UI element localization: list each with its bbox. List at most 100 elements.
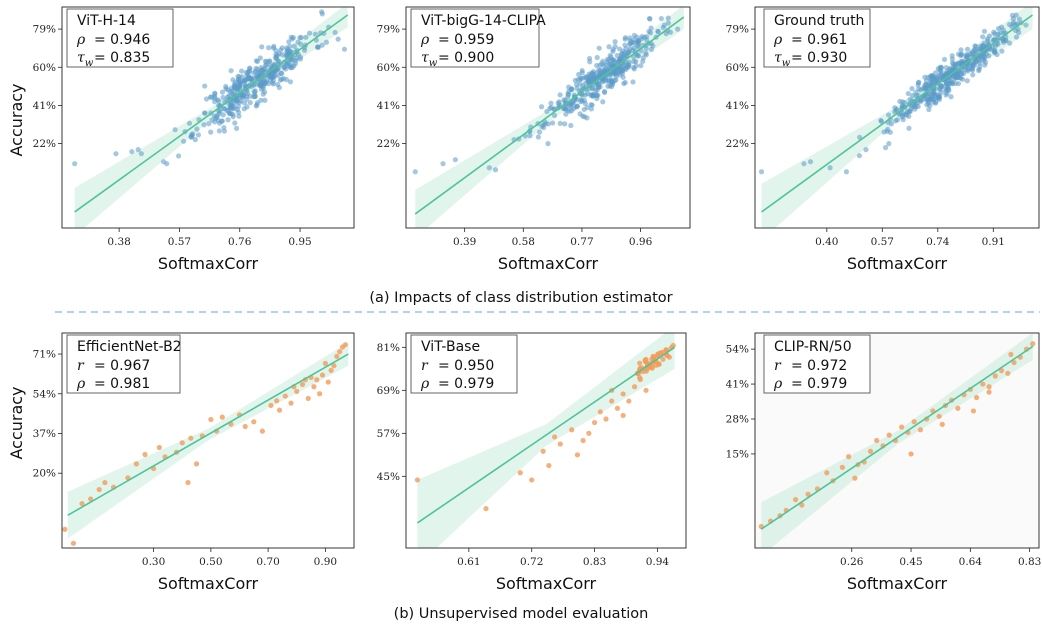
- legend-stat-value: = 0.950: [438, 358, 494, 374]
- data-point: [260, 91, 266, 97]
- x-tick-label: 0.40: [815, 236, 838, 248]
- data-point: [582, 101, 588, 107]
- data-point: [1016, 16, 1023, 22]
- data-point: [219, 89, 226, 95]
- data-point: [225, 117, 231, 123]
- data-point: [893, 118, 899, 124]
- data-point: [970, 408, 977, 414]
- data-point: [331, 363, 337, 369]
- data-point: [244, 96, 250, 102]
- data-point: [606, 44, 612, 50]
- data-point: [206, 121, 212, 127]
- data-point: [627, 38, 633, 44]
- y-tick-label: 37%: [33, 428, 56, 440]
- data-point: [135, 147, 141, 153]
- data-point: [958, 70, 964, 77]
- y-tick-label: 41%: [33, 100, 56, 112]
- data-point: [544, 108, 550, 115]
- data-point: [72, 161, 78, 167]
- data-point: [631, 66, 637, 72]
- data-point: [939, 421, 945, 427]
- legend-stat-value: = 0.900: [438, 50, 494, 66]
- data-point: [986, 33, 992, 39]
- data-point: [950, 81, 956, 87]
- data-point: [846, 454, 852, 460]
- data-point: [220, 112, 226, 118]
- data-point: [970, 72, 976, 78]
- legend-stat-symbol: ρ: [773, 376, 783, 392]
- legend-title: EfficientNet-B2: [77, 339, 182, 355]
- x-axis-label: SoftmaxCorr: [847, 574, 948, 593]
- data-point: [241, 106, 247, 112]
- x-tick-label: 0.26: [840, 556, 864, 568]
- data-point: [999, 48, 1005, 54]
- data-point: [274, 398, 280, 404]
- data-point: [542, 121, 549, 127]
- data-point: [568, 101, 574, 107]
- plot-content: [758, 333, 1036, 548]
- legend-stat-symbol: ρ: [773, 32, 783, 48]
- y-tick-label: 69%: [377, 385, 400, 397]
- data-point: [557, 120, 563, 127]
- regression-line: [67, 353, 349, 516]
- data-point: [941, 56, 948, 63]
- data-point: [612, 59, 618, 65]
- panel-b1: 0.30 0.50 0.70 0.90 20% 37% 54% 71% SoftmaxCorr E…: [33, 332, 355, 593]
- data-point: [591, 419, 598, 426]
- data-point: [843, 169, 850, 175]
- data-point: [635, 38, 642, 44]
- data-point: [279, 76, 285, 82]
- data-point: [1000, 38, 1006, 44]
- data-point: [981, 28, 988, 34]
- legend-stat-symbol: r: [774, 358, 782, 374]
- data-point: [631, 384, 638, 390]
- x-tick-label: 0.30: [142, 556, 165, 568]
- x-tick-label: 0.58: [512, 236, 535, 248]
- y-tick-label: 20%: [33, 468, 56, 480]
- data-point: [282, 393, 288, 399]
- data-point: [584, 115, 590, 121]
- data-point: [193, 461, 200, 467]
- data-point: [1000, 27, 1006, 33]
- data-point: [292, 60, 298, 67]
- data-point: [561, 105, 567, 112]
- data-point: [590, 75, 596, 81]
- data-point: [589, 102, 595, 108]
- data-point: [529, 477, 535, 483]
- legend: CLIP-RN/50 r = 0.972 ρ = 0.979: [763, 334, 871, 394]
- data-point: [233, 96, 239, 102]
- data-point: [758, 169, 765, 175]
- data-point: [943, 86, 949, 93]
- panel-a3: 0.40 0.57 0.74 0.91 22% 41% 60% 79% SoftmaxCorr G…: [726, 6, 1040, 273]
- data-point: [878, 117, 884, 124]
- data-point: [867, 448, 874, 454]
- plot-frame: [754, 332, 1040, 549]
- y-tick-label: 41%: [726, 379, 749, 391]
- data-point: [675, 26, 681, 32]
- data-point: [913, 104, 919, 110]
- data-point: [557, 441, 563, 447]
- data-point: [271, 61, 277, 68]
- data-point: [612, 39, 618, 45]
- y-tick-label: 41%: [726, 100, 749, 112]
- data-point: [601, 88, 608, 95]
- data-point: [596, 45, 602, 51]
- regression-line: [414, 16, 685, 215]
- plot-content: [758, 7, 1033, 228]
- data-point: [585, 90, 591, 97]
- data-point: [631, 58, 637, 64]
- regression-line: [416, 346, 676, 524]
- data-point: [626, 398, 632, 404]
- data-point: [291, 43, 297, 49]
- data-point: [569, 427, 575, 433]
- data-point: [287, 43, 293, 49]
- data-point: [625, 62, 631, 68]
- plot-frame: [405, 332, 687, 549]
- data-point: [630, 79, 636, 85]
- legend-stat-symbol: ρ: [76, 376, 86, 392]
- data-point: [527, 133, 533, 139]
- legend-box: [763, 334, 871, 394]
- data-point: [1005, 370, 1011, 376]
- data-point: [274, 52, 281, 58]
